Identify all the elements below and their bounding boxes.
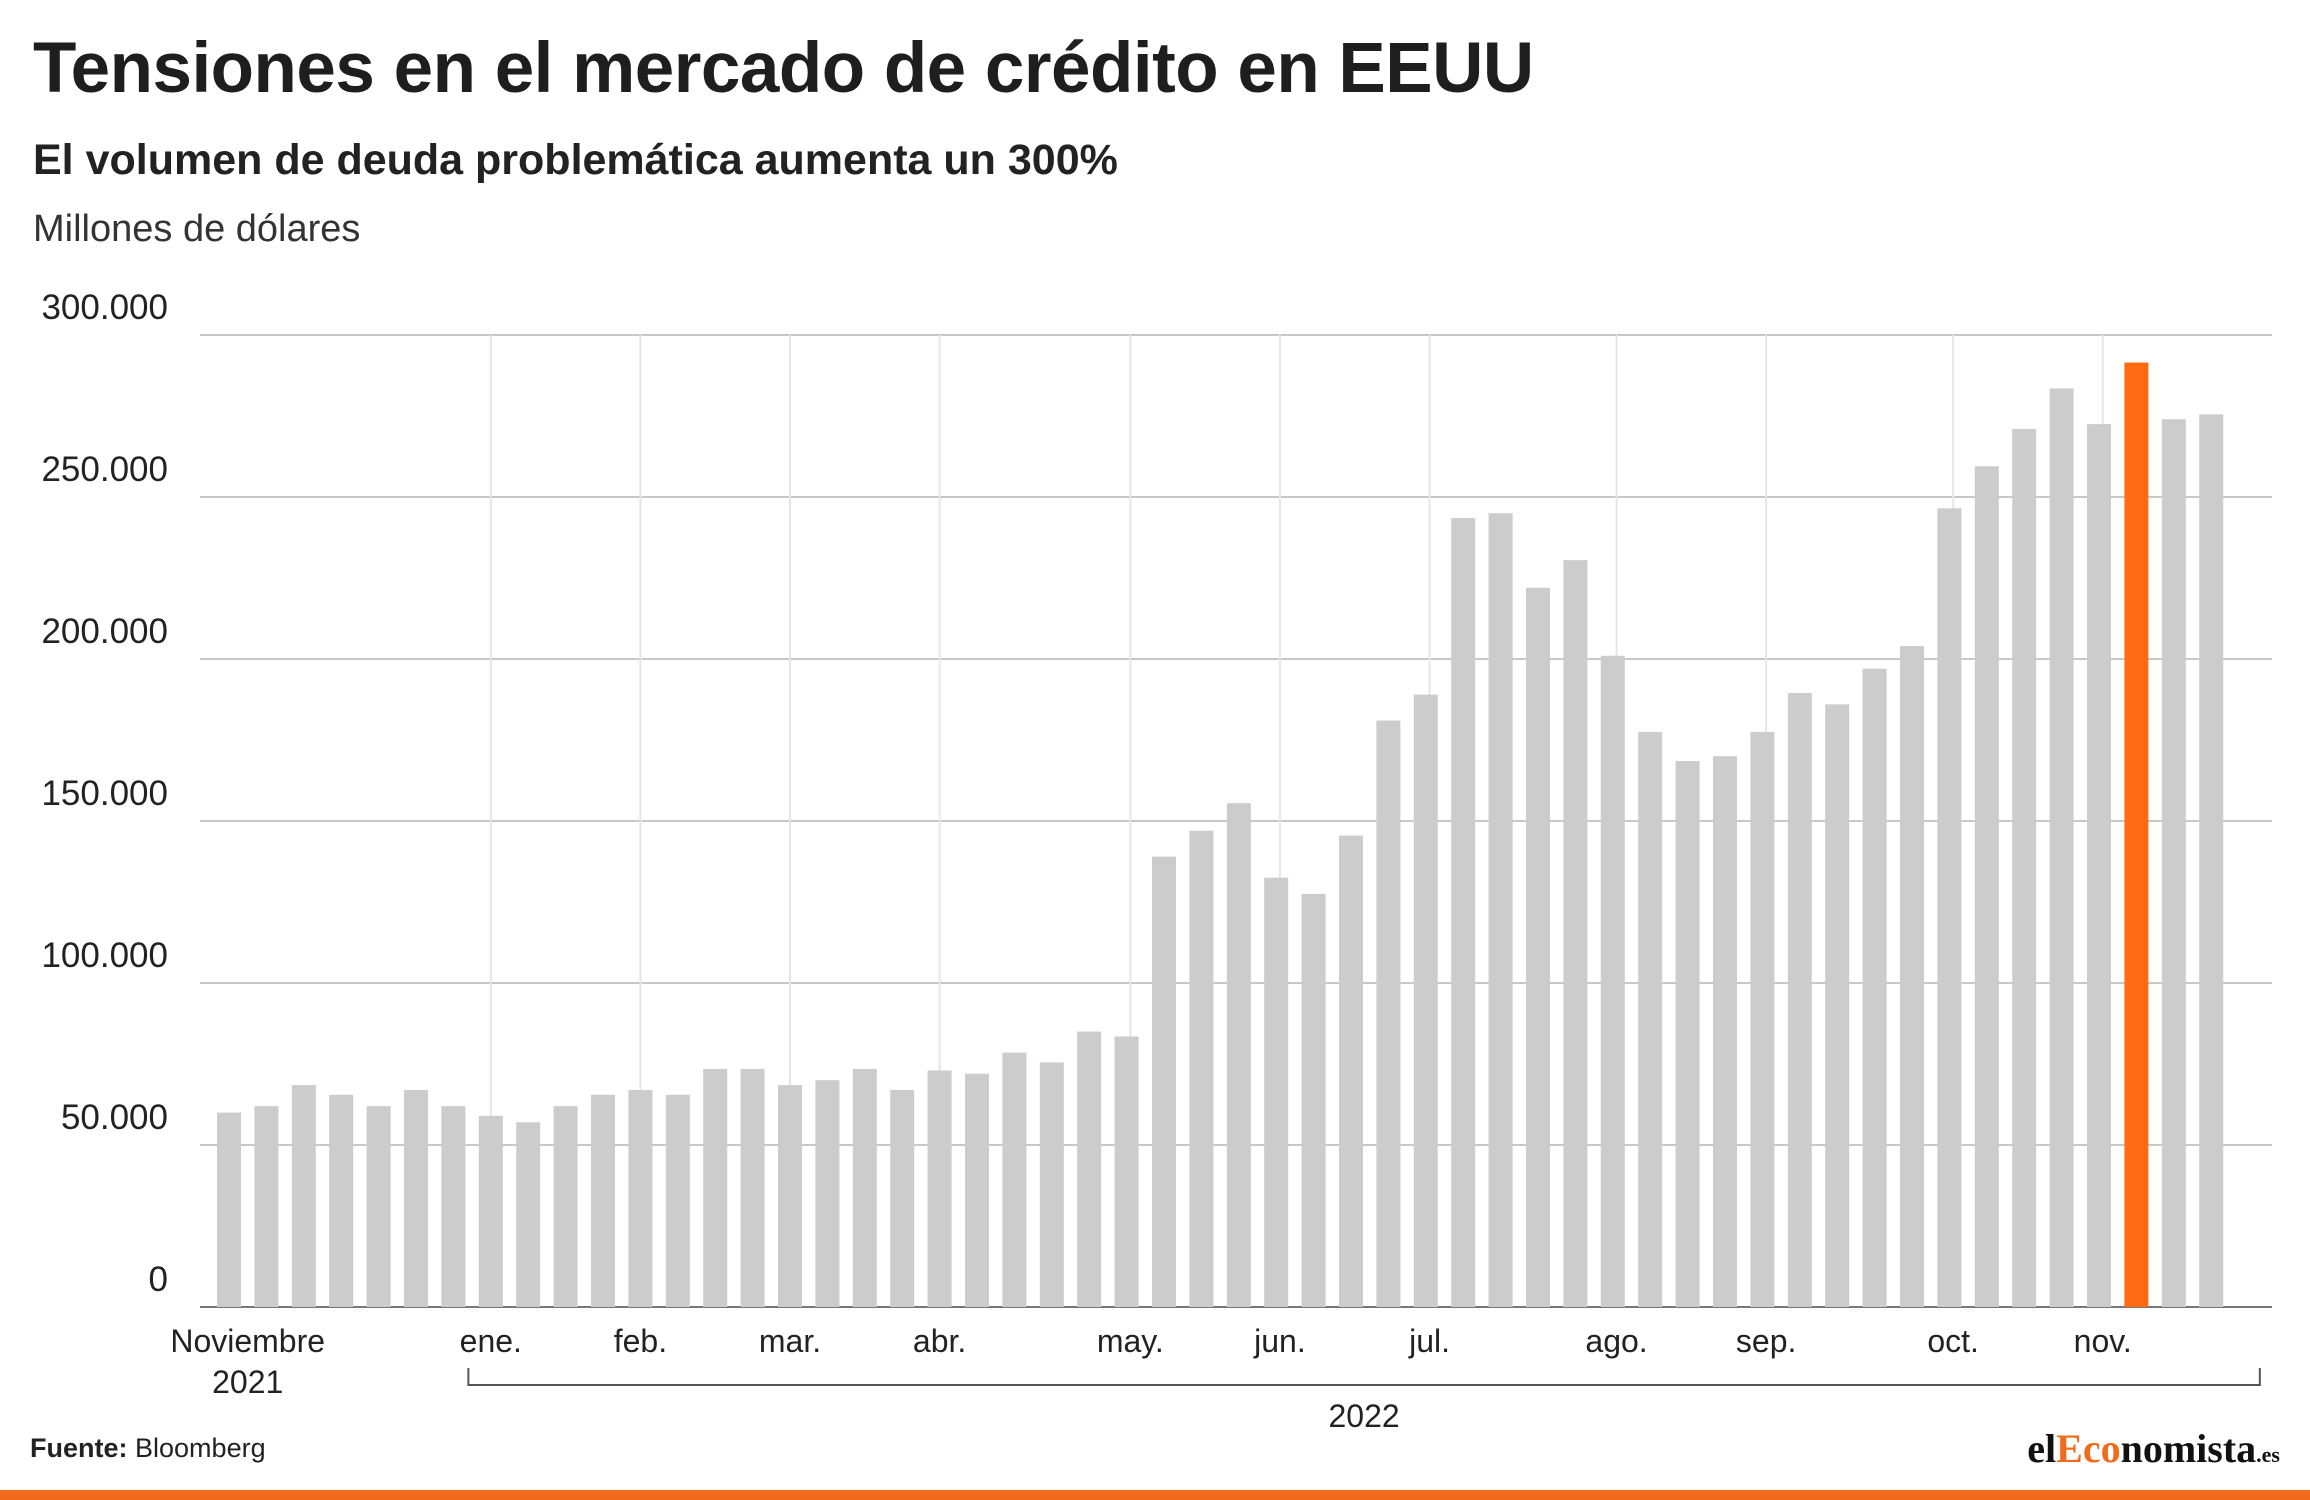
bar <box>591 1094 615 1307</box>
bar <box>778 1085 802 1307</box>
x-tick-label: Noviembre <box>170 1323 325 1359</box>
bar <box>1750 731 1775 1307</box>
year-bracket-line <box>467 1368 2261 1386</box>
bar <box>404 1089 428 1307</box>
x-tick-label: jun. <box>1253 1323 1306 1359</box>
y-tick-label: 250.000 <box>41 450 168 489</box>
bar <box>1638 731 1663 1307</box>
bar <box>1039 1062 1064 1307</box>
y-tick-label: 200.000 <box>41 612 168 651</box>
bar <box>1339 835 1363 1307</box>
bar <box>516 1122 541 1307</box>
logo-accent: Eco <box>2056 1426 2121 1471</box>
year-bracket: 2022 <box>467 1368 2261 1434</box>
bar <box>2012 428 2037 1308</box>
bar <box>1376 720 1401 1307</box>
eleconomista-logo: elEconomista.es <box>2027 1425 2280 1472</box>
bar <box>1301 893 1326 1307</box>
y-tick-label: 300.000 <box>41 288 168 327</box>
y-tick-label: 0 <box>149 1260 168 1299</box>
bar <box>2161 419 2186 1307</box>
bar <box>217 1112 241 1307</box>
y-tick-label: 50.000 <box>61 1098 168 1137</box>
x-tick-label: nov. <box>2074 1323 2132 1359</box>
bar <box>1114 1036 1139 1307</box>
bar <box>366 1106 391 1307</box>
bar <box>1264 877 1289 1307</box>
bar <box>852 1068 877 1307</box>
bar <box>1077 1031 1102 1307</box>
source-label: Fuente: <box>30 1433 128 1463</box>
x-tick-label: ago. <box>1585 1323 1647 1359</box>
chart-subtitle: El volumen de deuda problemática aumenta… <box>33 136 1118 184</box>
y-tick-label: 100.000 <box>41 936 168 975</box>
bar <box>927 1070 952 1307</box>
logo-suffix: nomista <box>2120 1426 2257 1471</box>
bar-highlight <box>2124 362 2149 1307</box>
bar <box>1451 518 1476 1307</box>
bar <box>1563 560 1588 1307</box>
bar <box>1974 466 1999 1308</box>
bar <box>1002 1052 1027 1307</box>
bar <box>890 1089 915 1307</box>
source-note: Fuente: Bloomberg <box>30 1433 266 1464</box>
bar <box>2199 414 2224 1307</box>
bar <box>1413 694 1438 1307</box>
bar <box>1787 693 1812 1307</box>
x-tick-label: oct. <box>1927 1323 1979 1359</box>
y-axis-ticks: 0 50.000 100.000 150.000 200.000 250.000 300.0… <box>41 288 168 1299</box>
bar <box>553 1106 578 1307</box>
bar <box>665 1094 690 1307</box>
x-tick-label: ene. <box>460 1323 522 1359</box>
bar <box>740 1068 765 1307</box>
y-tick-label: 150.000 <box>41 774 168 813</box>
bar <box>1152 856 1176 1307</box>
source-value: Bloomberg <box>135 1433 266 1463</box>
bar <box>291 1085 316 1307</box>
unit-label: Millones de dólares <box>33 208 361 250</box>
x-tick-label: mar. <box>759 1323 821 1359</box>
bars <box>217 362 2224 1308</box>
x-axis-ticks: Noviembre ene. feb. mar. abr. may. jun. jul. ago… <box>170 1323 2131 1400</box>
bar <box>1488 513 1513 1307</box>
year-label: 2021 <box>212 1364 283 1400</box>
bar <box>329 1094 354 1307</box>
brand-bottom-bar <box>0 1490 2310 1500</box>
logo-prefix: el <box>2027 1426 2057 1471</box>
year-label: 2022 <box>1328 1398 1399 1434</box>
x-tick-label: abr. <box>913 1323 966 1359</box>
bar <box>1226 803 1251 1307</box>
bar <box>1937 508 1962 1308</box>
bar <box>1862 668 1887 1307</box>
bar <box>1713 756 1737 1307</box>
bar <box>1675 761 1700 1307</box>
bar <box>628 1089 653 1307</box>
bar <box>965 1073 989 1307</box>
x-tick-label: sep. <box>1736 1323 1796 1359</box>
bar <box>1526 587 1550 1307</box>
logo-tld: .es <box>2256 1442 2280 1467</box>
bar <box>1900 646 1924 1307</box>
x-tick-label: jul. <box>1408 1323 1450 1359</box>
bar <box>703 1068 728 1307</box>
bar <box>478 1115 503 1307</box>
bar <box>441 1106 466 1307</box>
bar <box>254 1106 279 1307</box>
bar <box>1189 830 1214 1307</box>
x-tick-label: may. <box>1097 1323 1164 1359</box>
bar <box>2087 424 2111 1308</box>
bar <box>1600 655 1625 1307</box>
chart-title: Tensiones en el mercado de crédito en EE… <box>33 29 1534 108</box>
x-tick-label: feb. <box>614 1323 667 1359</box>
bar <box>815 1080 840 1307</box>
bar <box>1825 704 1850 1307</box>
bar <box>2049 388 2074 1308</box>
